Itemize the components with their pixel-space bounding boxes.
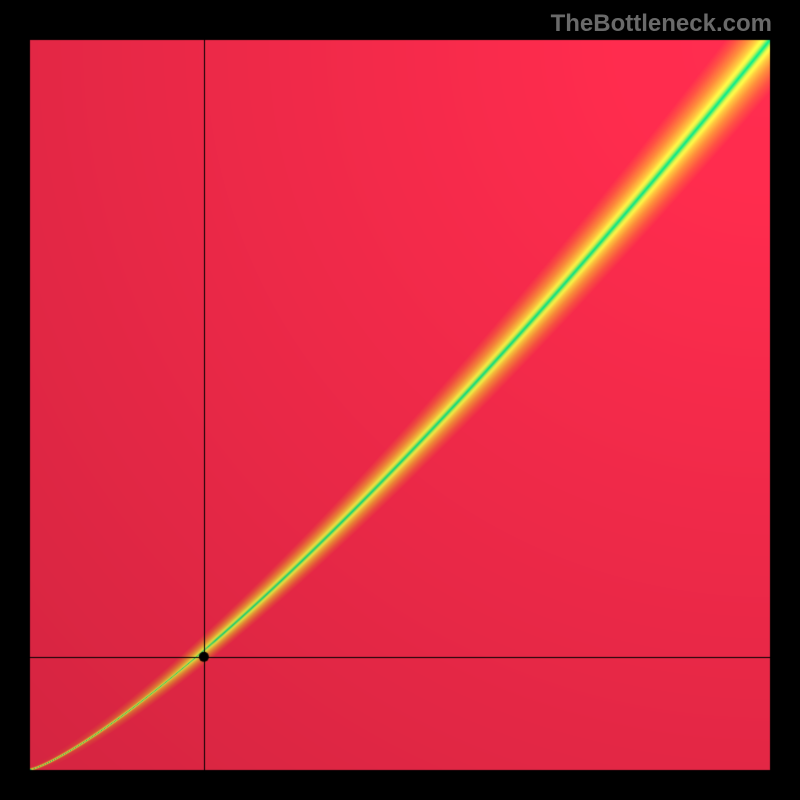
watermark-text: TheBottleneck.com (551, 10, 772, 38)
bottleneck-heatmap-canvas (0, 0, 800, 800)
